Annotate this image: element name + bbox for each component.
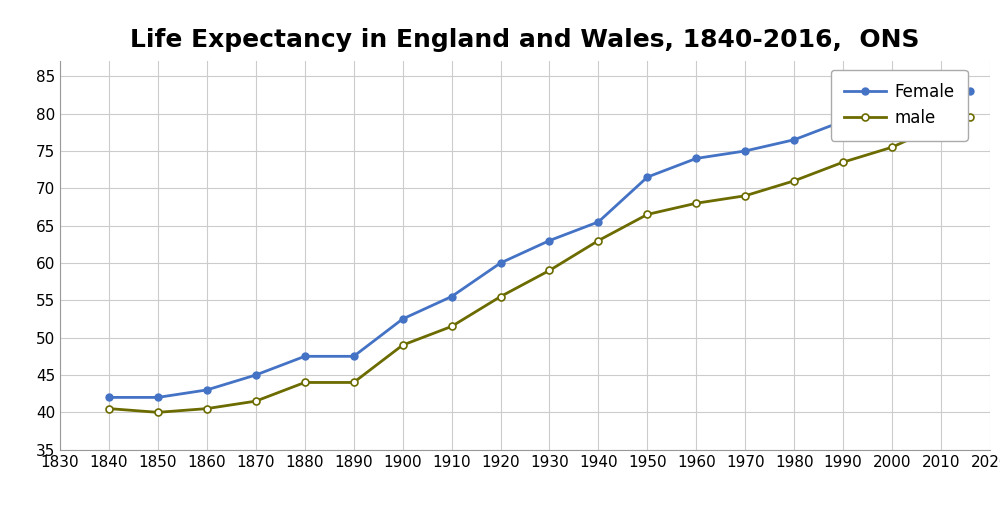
Female <box>543 238 555 244</box>
Female <box>103 394 115 401</box>
male <box>739 193 751 199</box>
Female <box>250 372 262 378</box>
male <box>592 238 604 244</box>
male <box>201 406 213 412</box>
Female <box>739 148 751 154</box>
Female <box>495 260 507 266</box>
Female <box>348 353 360 359</box>
male <box>641 212 653 218</box>
Legend: Female, male: Female, male <box>831 69 968 141</box>
male <box>964 114 976 121</box>
Female <box>964 88 976 94</box>
Female <box>837 118 849 124</box>
Line: male: male <box>105 114 974 416</box>
male <box>348 379 360 385</box>
Female <box>152 394 164 401</box>
male <box>837 159 849 165</box>
Female <box>788 136 800 143</box>
Female <box>446 293 458 299</box>
Female <box>201 387 213 393</box>
male <box>690 200 702 206</box>
male <box>397 342 409 348</box>
Female <box>397 316 409 322</box>
Female <box>935 92 947 98</box>
male <box>935 122 947 128</box>
male <box>299 379 311 385</box>
male <box>250 398 262 404</box>
male <box>152 409 164 415</box>
male <box>446 323 458 330</box>
male <box>495 293 507 299</box>
Female <box>641 174 653 180</box>
Female <box>886 107 898 113</box>
Line: Female: Female <box>105 88 974 401</box>
Female <box>299 353 311 359</box>
male <box>886 144 898 150</box>
male <box>788 178 800 184</box>
male <box>103 406 115 412</box>
male <box>543 267 555 273</box>
Female <box>592 219 604 225</box>
Female <box>690 155 702 161</box>
Title: Life Expectancy in England and Wales, 1840-2016,  ONS: Life Expectancy in England and Wales, 18… <box>130 29 920 53</box>
